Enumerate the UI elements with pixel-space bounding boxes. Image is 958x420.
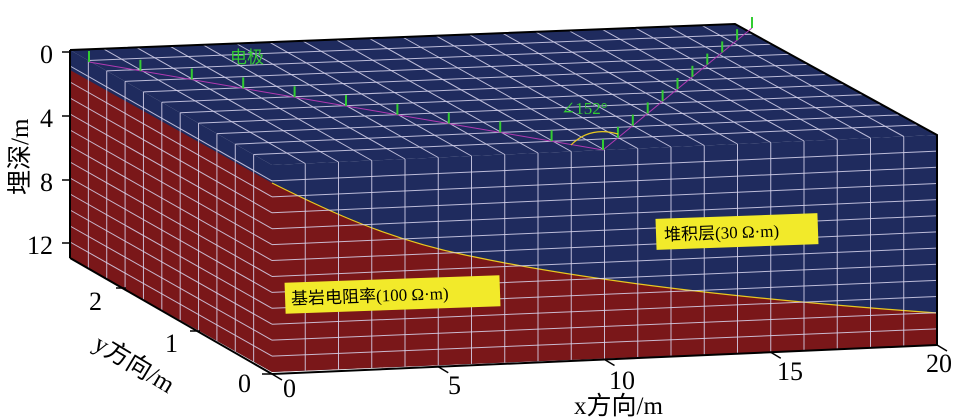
overburden-label-text: 堆积层(30 Ω·m) [664,222,780,245]
top-face-gridline [216,104,882,135]
x-axis-title: x方向/m [574,392,663,420]
top-face-gridline [88,33,754,61]
y-tick: 2 [89,287,102,316]
angle-arc [570,131,619,146]
top-face-gridline [235,114,901,145]
overburden-label: 堆积层(30 Ω·m) [655,213,819,250]
top-face-gridline [253,124,919,156]
y-tick: 1 [165,329,178,358]
layer-interface-line [271,182,938,314]
top-face-gridline [169,45,372,161]
left-face-bedrock [70,70,272,372]
top-face-gridline [568,30,771,143]
front-face-gridline [271,312,938,341]
front-face-gridline [271,150,938,182]
x-tick-mark [437,366,449,374]
x-tick: 0 [283,374,296,403]
depth-axis-title: 埋深/m [6,118,34,195]
x-tick: 20 [926,349,952,378]
top-face-gridline [601,28,805,142]
angle-label: ∠152° [561,99,608,118]
top-face-gridline [198,94,864,124]
top-face-gridline [535,31,738,145]
top-face [70,24,937,165]
top-face-gridline [269,41,472,157]
left-face-gridline [69,161,273,277]
front-face-gridline [271,166,938,198]
left-face-gridline [69,209,273,325]
left-face-gridline [69,177,273,293]
depth-tick: 12 [27,231,53,260]
x-tick: 10 [609,366,635,395]
top-face-gridline [161,73,827,103]
left-face-gridline [69,129,273,246]
depth-tick: 8 [40,168,53,197]
front-face-gridline [271,247,938,277]
x-tick: 5 [448,371,461,400]
depth-axis-ticks [62,51,70,244]
electrode-label: 电极 [230,48,264,67]
top-face-gridline [202,44,406,160]
left-face-gridline [69,65,273,182]
top-face-gridline [103,48,306,164]
top-face-gridline [106,43,772,72]
top-face-gridline [635,27,838,140]
mesh-grid [69,24,938,371]
front-face-gridline [271,182,938,214]
top-face-gridline [502,32,705,146]
top-face-gridline [701,24,904,137]
x-tick-mark [936,344,948,352]
left-face-gridline [69,241,273,357]
top-face-gridline [143,63,809,93]
x-tick-mark [770,351,782,359]
top-face-gridline [668,26,871,139]
depth-tick: 0 [40,40,53,69]
left-face-gridline [69,81,273,198]
top-face-gridline [180,84,846,114]
left-face-gridline [69,193,273,309]
left-face-gridline [69,225,273,341]
top-face-gridline [402,36,605,151]
front-face-gridline [271,328,938,357]
y-axis-ticks [116,287,272,375]
top-face-gridline [335,39,539,154]
front-face-gridline [271,215,938,246]
left-face-gridline [69,97,273,214]
left-face-gridline [69,145,273,261]
front-face-gridline [271,231,938,262]
top-face-gridline [302,40,505,155]
depth-tick: 4 [40,104,53,133]
y-tick: 0 [238,369,251,398]
x-tick: 15 [777,357,803,386]
left-face-gridline [69,113,273,230]
bedrock-label: 基岩电阻率(100 Ω·m) [284,275,501,314]
top-face-gridline [136,46,339,163]
top-face-gridline [435,35,638,149]
top-face-gridline [369,37,572,152]
front-face-gridline [271,199,938,230]
x-tick-mark [604,358,615,367]
electrodes [88,17,753,150]
front-face-gridline [271,296,938,325]
top-face-gridline [125,53,791,82]
x-axis-ticks [271,344,948,381]
x-tick-mark [271,373,283,381]
top-face-gridline [236,43,439,158]
top-face-gridline [468,33,672,148]
